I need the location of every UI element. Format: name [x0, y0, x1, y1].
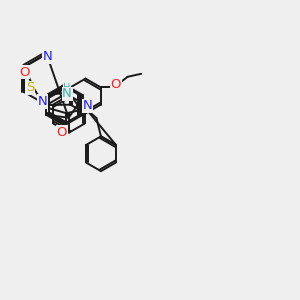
Text: O: O [57, 126, 67, 139]
Text: N: N [82, 99, 92, 112]
Text: N: N [43, 50, 53, 64]
Text: N: N [38, 95, 48, 108]
Text: O: O [110, 78, 121, 92]
Text: N: N [62, 87, 72, 100]
Text: O: O [19, 66, 30, 79]
Text: S: S [26, 81, 34, 94]
Text: H: H [63, 83, 71, 93]
